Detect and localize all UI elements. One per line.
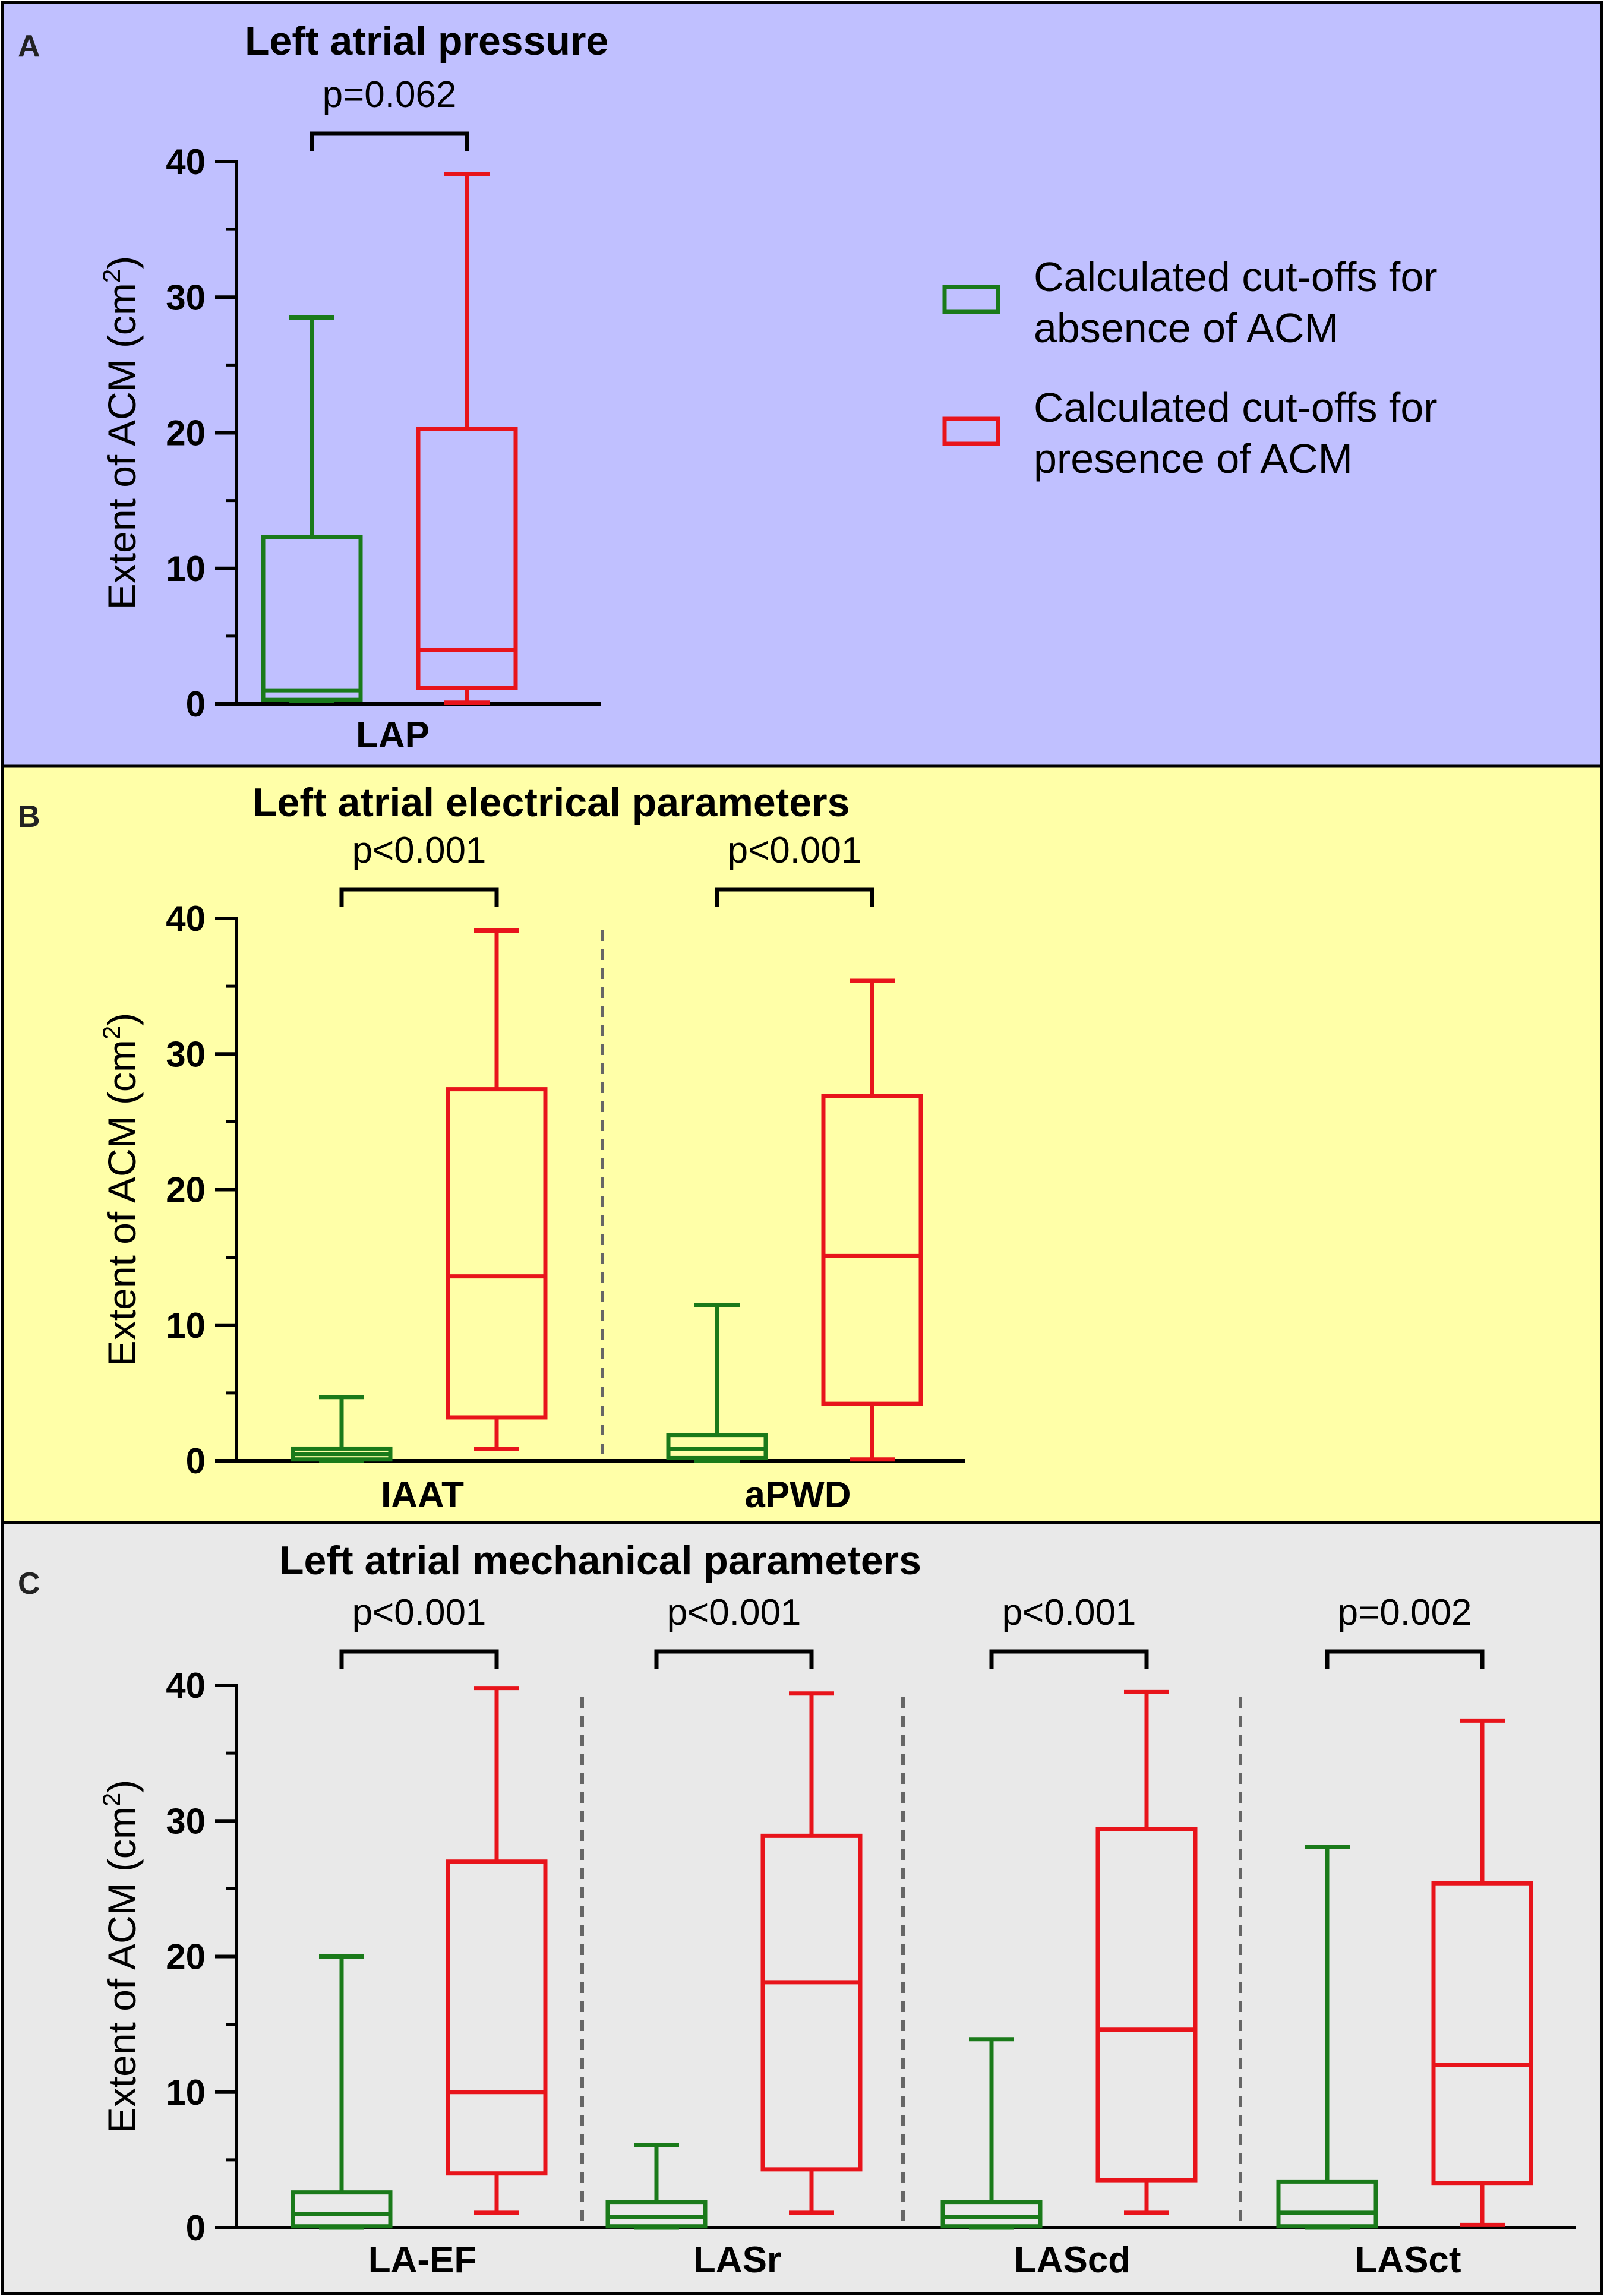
category-label: LAP — [356, 715, 430, 756]
panel-background — [1, 1, 1603, 768]
box-absence-apwd — [666, 1303, 768, 1463]
box-presence-apwd — [821, 978, 923, 1462]
y-axis-title-superscript: 2 — [97, 269, 125, 283]
significance-bracket — [715, 887, 874, 907]
category-label: aPWD — [744, 1474, 851, 1515]
y-tick-label: 40 — [166, 899, 206, 939]
box-absence-iaat — [291, 1395, 393, 1463]
legend-swatch-presence — [942, 416, 1000, 446]
panel-c: C Left atrial mechanical parameters 0 10 20 3… — [1, 1521, 1603, 2295]
iqr-box — [261, 535, 363, 702]
iqr-box — [291, 2190, 393, 2229]
p-value-label: p<0.001 — [1002, 1592, 1136, 1633]
y-axis-title-close: ) — [100, 256, 144, 269]
iqr-box — [821, 1094, 923, 1406]
p-value-label: p<0.001 — [352, 830, 487, 871]
category-label: LA-EF — [368, 2240, 477, 2281]
box-absence-lap — [261, 315, 363, 703]
panel-title: Left atrial pressure — [245, 18, 608, 64]
y-tick-label: 20 — [166, 1937, 206, 1977]
box-presence-la-ef — [446, 1686, 548, 2215]
box-presence-lasr — [760, 1691, 863, 2215]
y-tick-label: 30 — [166, 1034, 206, 1074]
panel-title: Left atrial electrical parameters — [252, 780, 850, 825]
panel-label: B — [18, 800, 40, 834]
y-tick-label: 0 — [186, 2208, 206, 2248]
y-axis-title-main: Extent of ACM (cm — [100, 283, 144, 609]
box-presence-lasct — [1431, 1718, 1533, 2227]
significance-bracket — [1325, 1649, 1485, 1669]
y-axis-title-close: ) — [100, 1780, 144, 1793]
y-axis-title: Extent of ACM (cm2) — [97, 1013, 144, 1366]
iqr-box — [605, 2200, 708, 2229]
panel-label: A — [18, 29, 40, 64]
legend: Calculated cut-offs for absence of ACM Cal… — [942, 254, 1438, 482]
y-axis-title: Extent of ACM (cm2) — [97, 256, 144, 609]
legend-presence-line2: presence of ACM — [1034, 435, 1353, 482]
y-tick-label: 10 — [166, 2073, 206, 2112]
box-absence-la-ef — [291, 1954, 393, 2230]
legend-absence-line1: Calculated cut-offs for — [1034, 254, 1438, 300]
y-tick-label: 40 — [166, 1666, 206, 1706]
y-axis-title-main: Extent of ACM (cm — [100, 1807, 144, 2133]
y-tick-label: 30 — [166, 1801, 206, 1841]
panel-background — [1, 1521, 1603, 2295]
y-tick-label: 30 — [166, 277, 206, 317]
y-tick-label: 20 — [166, 1170, 206, 1210]
panel-title: Left atrial mechanical parameters — [279, 1538, 921, 1583]
box-presence-lap — [416, 172, 518, 705]
iqr-box — [760, 1833, 863, 2172]
y-tick-label: 20 — [166, 413, 206, 453]
box-presence-lascd — [1095, 1689, 1198, 2215]
p-value-label: p<0.001 — [352, 1592, 487, 1633]
iqr-box — [940, 2200, 1043, 2229]
iqr-box — [1276, 2179, 1378, 2229]
category-label: LASct — [1354, 2240, 1461, 2281]
y-axis-title-superscript: 2 — [97, 1793, 125, 1807]
category-label: LASr — [693, 2240, 781, 2281]
y-axis-title: Extent of ACM (cm2) — [97, 1780, 144, 2133]
p-value-label: p=0.002 — [1338, 1592, 1472, 1633]
iqr-box — [416, 427, 518, 690]
legend-swatch-absence — [942, 285, 1000, 314]
significance-bracket — [310, 131, 469, 151]
panel-a: A Left atrial pressure 0 10 20 30 40 Extent of … — [1, 1, 1603, 768]
box-presence-iaat — [446, 928, 548, 1451]
y-axis-title-close: ) — [100, 1013, 144, 1026]
y-tick-label: 10 — [166, 549, 206, 589]
iqr-box — [1095, 1827, 1198, 2183]
legend-absence-line2: absence of ACM — [1034, 305, 1339, 351]
iqr-box — [446, 1087, 548, 1420]
p-value-label: p<0.001 — [667, 1592, 801, 1633]
box-absence-lasct — [1276, 1845, 1378, 2230]
y-tick-label: 0 — [186, 684, 206, 724]
iqr-box — [446, 1859, 548, 2176]
significance-bracket — [654, 1649, 814, 1669]
p-value-label: p=0.062 — [323, 74, 457, 115]
box-absence-lasr — [605, 2143, 708, 2230]
y-tick-label: 0 — [186, 1441, 206, 1481]
panel-b: B Left atrial electrical parameters 0 10 20 3… — [1, 764, 1603, 1524]
panel-label: C — [18, 1567, 40, 1601]
significance-bracket — [339, 1649, 499, 1669]
y-tick-label: 40 — [166, 142, 206, 182]
p-value-label: p<0.001 — [728, 830, 862, 871]
box-absence-lascd — [940, 2037, 1043, 2230]
category-label: IAAT — [381, 1474, 464, 1515]
significance-bracket — [339, 887, 499, 907]
y-axis-title-superscript: 2 — [97, 1026, 125, 1040]
category-label: LAScd — [1014, 2240, 1131, 2281]
significance-bracket — [989, 1649, 1149, 1669]
iqr-box — [1431, 1881, 1533, 2186]
y-tick-label: 10 — [166, 1306, 206, 1346]
panel-background — [1, 764, 1603, 1524]
y-axis-title-main: Extent of ACM (cm — [100, 1040, 144, 1366]
legend-presence-line1: Calculated cut-offs for — [1034, 384, 1438, 431]
